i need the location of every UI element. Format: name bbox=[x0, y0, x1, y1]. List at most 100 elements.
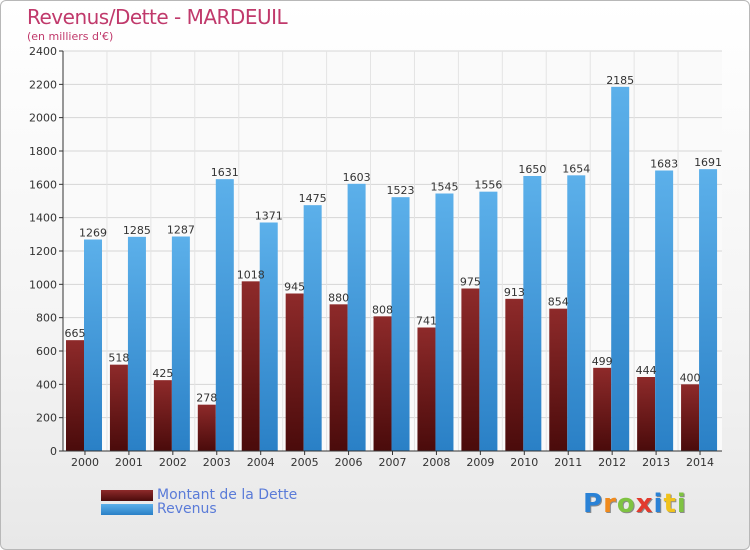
data-label-revenue-2001: 1285 bbox=[123, 224, 151, 237]
data-label-debt-2014: 400 bbox=[680, 371, 701, 384]
data-label-revenue-2006: 1603 bbox=[343, 171, 371, 184]
x-tick-label-2013: 2013 bbox=[642, 456, 670, 469]
logo-letter: r bbox=[603, 489, 617, 519]
x-tick-label-2006: 2006 bbox=[335, 456, 363, 469]
data-label-debt-2005: 945 bbox=[284, 281, 305, 294]
y-tick-label: 200 bbox=[36, 412, 57, 425]
y-tick-label: 1200 bbox=[29, 245, 57, 258]
data-label-revenue-2004: 1371 bbox=[255, 210, 283, 223]
data-label-debt-2000: 665 bbox=[65, 327, 86, 340]
y-tick-label: 2200 bbox=[29, 78, 57, 91]
logo-letter: x bbox=[635, 489, 654, 519]
y-tick-label: 1600 bbox=[29, 178, 57, 191]
bar-debt-2000 bbox=[66, 340, 84, 451]
legend-swatch-debt bbox=[101, 490, 153, 501]
data-label-revenue-2009: 1556 bbox=[474, 179, 502, 192]
legend-label-revenue: Revenus bbox=[157, 501, 217, 517]
x-tick-label-2000: 2000 bbox=[71, 456, 99, 469]
bar-debt-2005 bbox=[285, 293, 304, 451]
bar-debt-2004 bbox=[241, 281, 260, 451]
legend-label-debt: Montant de la Dette bbox=[157, 487, 298, 503]
bar-debt-2012 bbox=[593, 367, 612, 451]
x-tick-label-2012: 2012 bbox=[598, 456, 626, 469]
x-tick-label-2003: 2003 bbox=[203, 456, 231, 469]
bar-debt-2008 bbox=[417, 327, 436, 451]
x-tick-label-2010: 2010 bbox=[510, 456, 538, 469]
bar-revenue-2003 bbox=[215, 179, 234, 451]
data-label-debt-2007: 808 bbox=[372, 303, 393, 316]
chart-title: Revenus/Dette - MARDEUIL bbox=[27, 5, 288, 29]
bar-revenue-2005 bbox=[303, 205, 322, 451]
bar-revenue-2014 bbox=[699, 169, 718, 451]
x-tick-label-2005: 2005 bbox=[291, 456, 319, 469]
data-label-debt-2001: 518 bbox=[108, 352, 129, 365]
bar-debt-2001 bbox=[109, 364, 128, 451]
bar-revenue-2013 bbox=[655, 170, 674, 451]
data-label-revenue-2003: 1631 bbox=[211, 166, 239, 179]
bar-revenue-2001 bbox=[127, 236, 146, 451]
y-tick-label: 2000 bbox=[29, 112, 57, 125]
x-tick-label-2004: 2004 bbox=[247, 456, 275, 469]
logo-letter: i bbox=[653, 489, 664, 519]
y-tick-label: 1800 bbox=[29, 145, 57, 158]
data-label-debt-2004: 1018 bbox=[237, 268, 265, 281]
data-label-debt-2012: 499 bbox=[592, 355, 613, 368]
logo-letter: t bbox=[663, 489, 677, 519]
bar-revenue-2002 bbox=[171, 236, 190, 451]
y-tick-label: 1400 bbox=[29, 212, 57, 225]
bar-debt-2010 bbox=[505, 298, 524, 451]
bar-revenue-2000 bbox=[84, 239, 102, 451]
data-label-debt-2002: 425 bbox=[152, 367, 173, 380]
data-label-debt-2008: 741 bbox=[416, 315, 437, 328]
data-label-revenue-2002: 1287 bbox=[167, 224, 195, 237]
bar-revenue-2006 bbox=[347, 183, 366, 452]
data-label-debt-2011: 854 bbox=[548, 296, 569, 309]
data-label-revenue-2010: 1650 bbox=[518, 163, 546, 176]
x-tick-label-2007: 2007 bbox=[379, 456, 407, 469]
x-tick-label-2009: 2009 bbox=[466, 456, 494, 469]
bar-debt-2011 bbox=[549, 308, 568, 451]
bar-debt-2003 bbox=[197, 404, 216, 451]
data-label-revenue-2011: 1654 bbox=[562, 162, 590, 175]
x-tick-label-2011: 2011 bbox=[554, 456, 582, 469]
bar-debt-2007 bbox=[373, 316, 392, 451]
data-label-revenue-2000: 1269 bbox=[79, 227, 107, 240]
data-label-revenue-2013: 1683 bbox=[650, 158, 678, 171]
data-label-debt-2006: 880 bbox=[328, 291, 349, 304]
bar-revenue-2012 bbox=[611, 86, 630, 451]
x-tick-label-2008: 2008 bbox=[422, 456, 450, 469]
y-tick-label: 2400 bbox=[29, 45, 57, 58]
x-tick-label-2001: 2001 bbox=[115, 456, 143, 469]
y-tick-label: 400 bbox=[36, 378, 57, 391]
logo-letter: P bbox=[583, 489, 604, 519]
data-label-revenue-2008: 1545 bbox=[430, 181, 458, 194]
data-label-debt-2013: 444 bbox=[636, 364, 657, 377]
y-tick-label: 0 bbox=[50, 445, 57, 458]
proxiti-logo: Proxiti bbox=[583, 489, 687, 519]
bar-debt-2014 bbox=[681, 384, 700, 451]
y-tick-label: 800 bbox=[36, 312, 57, 325]
data-label-revenue-2014: 1691 bbox=[694, 156, 722, 169]
bar-revenue-2009 bbox=[479, 191, 498, 451]
data-label-debt-2009: 975 bbox=[460, 276, 481, 289]
data-label-debt-2010: 913 bbox=[504, 286, 525, 299]
bar-debt-2002 bbox=[153, 380, 172, 451]
data-label-revenue-2007: 1523 bbox=[387, 184, 415, 197]
data-label-revenue-2005: 1475 bbox=[299, 192, 327, 205]
x-tick-label-2002: 2002 bbox=[159, 456, 187, 469]
y-tick-label: 1000 bbox=[29, 278, 57, 291]
bar-revenue-2007 bbox=[391, 197, 410, 451]
chart-subtitle: (en milliers d'€) bbox=[27, 30, 114, 43]
legend-swatch-revenue bbox=[101, 504, 153, 515]
bar-debt-2006 bbox=[329, 304, 348, 451]
bar-debt-2013 bbox=[637, 377, 656, 451]
bar-debt-2009 bbox=[461, 288, 480, 451]
logo-letter: i bbox=[676, 489, 687, 519]
y-tick-label: 600 bbox=[36, 345, 57, 358]
logo-letter: o bbox=[616, 489, 636, 519]
bar-revenue-2010 bbox=[523, 176, 542, 451]
bar-revenue-2008 bbox=[435, 193, 454, 451]
x-tick-label-2014: 2014 bbox=[686, 456, 714, 469]
